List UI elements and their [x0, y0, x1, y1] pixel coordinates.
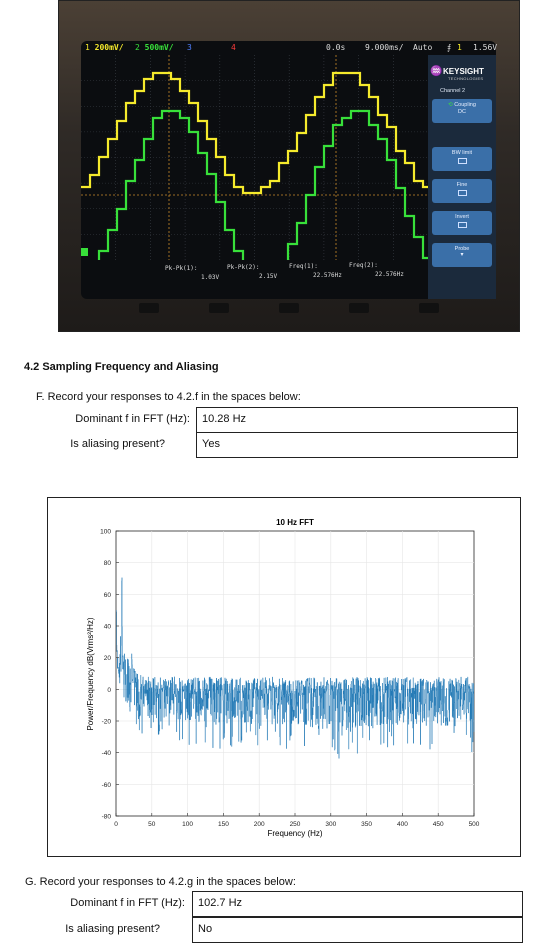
ch1-waveform	[81, 71, 428, 195]
invert-softkey[interactable]: Invert	[432, 211, 492, 235]
part-f-dominant-label: Dominant f in FFT (Hz):	[75, 413, 190, 425]
trigger-icon: ⨎	[447, 43, 452, 52]
y-tick-label: -60	[102, 782, 112, 789]
x-axis-label: Frequency (Hz)	[267, 829, 322, 838]
x-tick-label: 350	[361, 821, 372, 828]
checkbox-icon	[457, 190, 467, 196]
scope-screen: 1 200mV/ 2 500mV/ 3 4 0.0s 9.000ms/ Auto…	[81, 41, 498, 299]
ch3-indicator: 3	[187, 43, 192, 52]
oscilloscope-photo: 1 200mV/ 2 500mV/ 3 4 0.0s 9.000ms/ Auto…	[58, 0, 520, 332]
ch2-scale: 2 500mV/	[135, 43, 174, 52]
fft-chart: 0 50 100 150 200 250 300 350 400 450 500 -80-60-40…	[86, 518, 480, 838]
part-f-dominant-field[interactable]: 10.28 Hz	[196, 407, 518, 433]
scope-waveform-display	[81, 55, 428, 260]
keysight-logo-icon: ♒	[430, 66, 443, 77]
menu-title: Channel 2	[440, 88, 466, 94]
meas-label-pkpk1: Pk-Pk(1):	[165, 265, 198, 272]
brand-subtitle: TECHNOLOGIES	[448, 76, 484, 81]
meas-value-pkpk2: 2.15V	[259, 273, 278, 280]
part-g-aliasing-label: Is aliasing present?	[65, 923, 160, 935]
part-g-aliasing-field[interactable]: No	[192, 917, 523, 943]
coupling-softkey[interactable]: ⟲ Coupling DC	[432, 99, 492, 123]
trigger-level: 1.56V	[473, 43, 498, 52]
y-tick-label: 60	[104, 592, 112, 599]
scope-status-bar: 1 200mV/ 2 500mV/ 3 4 0.0s 9.000ms/ Auto…	[81, 41, 498, 55]
chevron-down-icon: ▾	[460, 252, 464, 258]
x-tick-label: 400	[397, 821, 408, 828]
x-tick-label: 250	[290, 821, 301, 828]
coupling-value: DC	[458, 109, 466, 115]
part-f-aliasing-label: Is aliasing present?	[70, 438, 165, 450]
bw-limit-label: BW limit	[451, 150, 473, 156]
fine-softkey[interactable]: Fine	[432, 179, 492, 203]
probe-label: Probe	[454, 246, 470, 252]
fft-trace-group	[116, 577, 475, 759]
front-panel-key[interactable]	[279, 303, 299, 313]
time-scale: 9.000ms/	[365, 43, 404, 52]
trigger-mode: Auto	[413, 43, 433, 52]
cycle-arrow-icon: ⟲	[448, 102, 453, 108]
fine-label: Fine	[456, 182, 468, 188]
measurement-bar: Pk-Pk(1): 1.03V Pk-Pk(2): 2.15V Freq(1):…	[81, 260, 428, 299]
meas-value-pkpk1: 1.03V	[201, 274, 220, 281]
meas-value-freq2: 22.576Hz	[375, 271, 404, 278]
x-tick-label: 0	[114, 821, 118, 828]
x-tick-label: 150	[218, 821, 229, 828]
y-tick-label: 0	[107, 687, 111, 694]
invert-label: Invert	[455, 214, 469, 220]
part-g-instruction: G. Record your responses to 4.2.g in the…	[25, 876, 296, 888]
x-tick-label: 450	[433, 821, 444, 828]
part-g-dominant-field[interactable]: 102.7 Hz	[192, 891, 523, 917]
meas-label-pkpk2: Pk-Pk(2):	[227, 264, 260, 271]
fft-series-line	[116, 577, 475, 759]
section-heading: 4.2 Sampling Frequency and Aliasing	[24, 361, 219, 373]
meas-label-freq1: Freq(1):	[289, 263, 318, 270]
front-panel-key[interactable]	[349, 303, 369, 313]
x-tick-label: 200	[254, 821, 265, 828]
y-axis-label: Power/Frequency dB(Vrms²/Hz)	[86, 617, 95, 730]
y-tick-label: 20	[104, 655, 112, 662]
meas-value-freq1: 22.576Hz	[313, 272, 342, 279]
y-tick-label: 80	[104, 560, 112, 567]
checkbox-icon	[457, 158, 467, 164]
coupling-label: ⟲ Coupling	[448, 102, 476, 108]
ch4-indicator: 4	[231, 43, 236, 52]
bw-limit-softkey[interactable]: BW limit	[432, 147, 492, 171]
x-tick-label: 500	[469, 821, 480, 828]
trigger-channel: 1	[457, 43, 462, 52]
y-tick-label: -20	[102, 719, 112, 726]
chart-title: 10 Hz FFT	[276, 518, 314, 527]
probe-softkey[interactable]: Probe ▾	[432, 243, 492, 267]
y-tick-label: -40	[102, 750, 112, 757]
front-panel-key[interactable]	[209, 303, 229, 313]
time-offset: 0.0s	[326, 43, 346, 52]
meas-label-freq2: Freq(2):	[349, 262, 378, 269]
ch1-scale: 1 200mV/	[85, 43, 124, 52]
checkbox-icon	[457, 222, 467, 228]
x-tick-label: 300	[325, 821, 336, 828]
brand-name: KEYSIGHT	[443, 67, 484, 76]
y-tick-label: 40	[104, 624, 112, 631]
x-tick-label: 50	[148, 821, 156, 828]
front-panel-key[interactable]	[419, 303, 439, 313]
ch2-waveform	[97, 109, 428, 260]
y-tick-label: -80	[102, 814, 112, 821]
part-f-instruction: F. Record your responses to 4.2.f in the…	[36, 391, 301, 403]
front-panel-key[interactable]	[139, 303, 159, 313]
x-tick-label: 100	[182, 821, 193, 828]
y-tick-label: 100	[100, 529, 111, 536]
softkey-menu: ♒ KEYSIGHT TECHNOLOGIES Channel 2 ⟲ Coup…	[428, 55, 496, 299]
fft-figure: 0 50 100 150 200 250 300 350 400 450 500 -80 -60 -40…	[47, 497, 521, 857]
part-g-dominant-label: Dominant f in FFT (Hz):	[70, 897, 185, 909]
ch2-ground-marker	[81, 248, 88, 256]
part-f-aliasing-field[interactable]: Yes	[196, 432, 518, 458]
